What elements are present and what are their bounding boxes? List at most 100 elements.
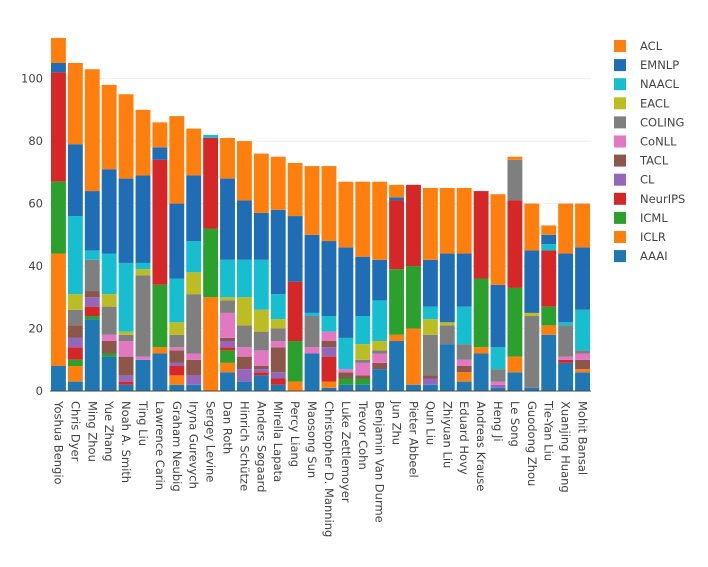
bar-conll-mohit-bansal[interactable] [575,353,590,360]
bar-aaai-benjamin-van-durme[interactable] [372,369,388,391]
bar-emnlp-hinrich-schutze[interactable] [236,200,252,260]
bar-coling-guodong-zhou[interactable] [524,316,540,388]
bar-tacl-noah-a-smith[interactable] [118,356,134,376]
bar-naacl-christopher-d-manning[interactable] [321,316,337,332]
bar-coling-mirella-lapata[interactable] [270,328,286,342]
bar-cl-hinrich-schutze[interactable] [236,369,252,382]
bar-cl-graham-neubig[interactable] [169,362,185,367]
bar-conll-heng-ji[interactable] [490,381,506,385]
legend-item-eacl[interactable]: EACL [614,96,670,110]
legend-item-icml[interactable]: ICML [614,211,668,225]
bar-emnlp-luke-zettlemoyer[interactable] [338,247,354,338]
bar-eacl-qun-liu[interactable] [422,319,438,335]
bar-conll-dan-roth[interactable] [220,312,235,338]
bar-icml-trevor-cohn[interactable] [355,378,371,385]
bar-iclr-mohit-bansal[interactable] [575,369,590,373]
bar-tacl-anders-s-gaard[interactable] [253,366,269,370]
bar-conll-anders-s-gaard[interactable] [253,350,269,367]
bar-iclr-tie-yan-liu[interactable] [541,325,557,335]
bar-emnlp-christopher-d-manning[interactable] [321,241,337,317]
bar-eacl-benjamin-van-durme[interactable] [372,341,388,351]
bar-acl-yue-zhang[interactable] [101,84,117,170]
bar-acl-ming-zhou[interactable] [84,69,100,192]
bar-eacl-hinrich-schutze[interactable] [236,297,252,326]
bar-conll-trevor-cohn[interactable] [355,362,371,376]
bar-aaai-noah-a-smith[interactable] [118,384,134,391]
bar-icml-chris-dyer[interactable] [67,359,83,367]
bar-aaai-yue-zhang[interactable] [101,356,117,391]
bar-aaai-andreas-krause[interactable] [473,353,489,391]
bar-coling-hinrich-schutze[interactable] [236,325,252,348]
bar-neurips-percy-liang[interactable] [287,281,303,342]
bar-cl-ming-zhou[interactable] [84,297,100,307]
bar-coling-graham-neubig[interactable] [169,334,185,348]
bar-aaai-trevor-cohn[interactable] [355,384,371,391]
bar-cl-christopher-d-manning[interactable] [321,347,337,357]
bar-coling-ming-zhou[interactable] [84,259,100,292]
bar-acl-graham-neubig[interactable] [169,116,185,204]
bar-icml-le-song[interactable] [507,287,523,357]
bar-aaai-dan-roth[interactable] [220,372,235,391]
bar-emnlp-dan-roth[interactable] [220,178,235,260]
bar-aaai-maosong-sun[interactable] [304,353,320,391]
bar-naacl-yue-zhang[interactable] [101,253,117,295]
bar-neurips-yoshua-bengio[interactable] [51,72,66,182]
legend-item-conll[interactable]: CoNLL [614,135,677,149]
bar-tacl-qun-liu[interactable] [422,375,438,379]
bar-icml-dan-roth[interactable] [220,350,235,363]
bar-neurips-andreas-krause[interactable] [473,191,489,279]
bar-coling-xuanjing-huang[interactable] [558,325,574,357]
bar-iclr-chris-dyer[interactable] [67,366,83,382]
bar-naacl-eduard-hovy[interactable] [456,306,472,345]
bar-acl-eduard-hovy[interactable] [456,187,472,254]
bar-tacl-benjamin-van-durme[interactable] [372,362,388,370]
bar-emnlp-xuanjing-huang[interactable] [558,253,574,323]
bar-aaai-mirella-lapata[interactable] [270,384,286,391]
legend-item-iclr[interactable]: ICLR [614,230,666,244]
bar-emnlp-trevor-cohn[interactable] [355,256,371,317]
bar-acl-mirella-lapata[interactable] [270,156,286,210]
bar-acl-chris-dyer[interactable] [67,62,83,145]
bar-eacl-iryna-gurevych[interactable] [186,272,202,295]
bar-neurips-xuanjing-huang[interactable] [558,359,574,363]
bar-aaai-anders-s-gaard[interactable] [253,375,269,391]
bar-iclr-graham-neubig[interactable] [169,375,185,385]
bar-aaai-guodong-zhou[interactable] [524,387,540,391]
bar-emnlp-yue-zhang[interactable] [101,169,117,254]
bar-tacl-dan-roth[interactable] [220,337,235,342]
bar-acl-benjamin-van-durme[interactable] [372,181,388,260]
bar-aaai-pieter-abbeel[interactable] [406,384,421,391]
bar-acl-yoshua-bengio[interactable] [51,38,66,63]
bar-neurips-chris-dyer[interactable] [67,347,83,360]
bar-tacl-mirella-lapata[interactable] [270,347,286,373]
bar-conll-noah-a-smith[interactable] [118,341,134,357]
bar-coling-maosong-sun[interactable] [304,316,320,348]
bar-aaai-ting-liu[interactable] [135,359,151,391]
bar-acl-zhiyuan-liu[interactable] [439,187,455,254]
bar-neurips-ming-zhou[interactable] [84,306,100,317]
bar-neurips-lawrence-carin[interactable] [152,159,168,285]
bar-acl-tie-yan-liu[interactable] [541,225,557,235]
bar-icml-andreas-krause[interactable] [473,278,489,348]
bar-neurips-pieter-abbeel[interactable] [406,184,421,267]
bar-emnlp-zhiyuan-liu[interactable] [439,253,455,323]
bar-icml-lawrence-carin[interactable] [152,284,168,348]
bar-tacl-yue-zhang[interactable] [101,341,117,354]
bar-coling-qun-liu[interactable] [422,334,438,376]
bar-naacl-ting-liu[interactable] [135,262,151,270]
bar-cl-qun-liu[interactable] [422,378,438,385]
bar-emnlp-ming-zhou[interactable] [84,191,100,251]
bar-iclr-sergey-levine[interactable] [203,297,219,391]
bar-coling-noah-a-smith[interactable] [118,334,134,342]
bar-naacl-noah-a-smith[interactable] [118,262,134,332]
bar-acl-luke-zettlemoyer[interactable] [338,181,354,248]
bar-tacl-hinrich-schutze[interactable] [236,356,252,370]
bar-coling-eduard-hovy[interactable] [456,344,472,360]
bar-neurips-jun-zhu[interactable] [389,200,405,270]
bar-cl-iryna-gurevych[interactable] [186,375,202,385]
bar-naacl-maosong-sun[interactable] [304,312,320,317]
bar-emnlp-maosong-sun[interactable] [304,234,320,313]
bar-cl-dan-roth[interactable] [220,341,235,348]
bar-acl-qun-liu[interactable] [422,187,438,260]
bar-naacl-sergey-levine[interactable] [203,134,219,138]
